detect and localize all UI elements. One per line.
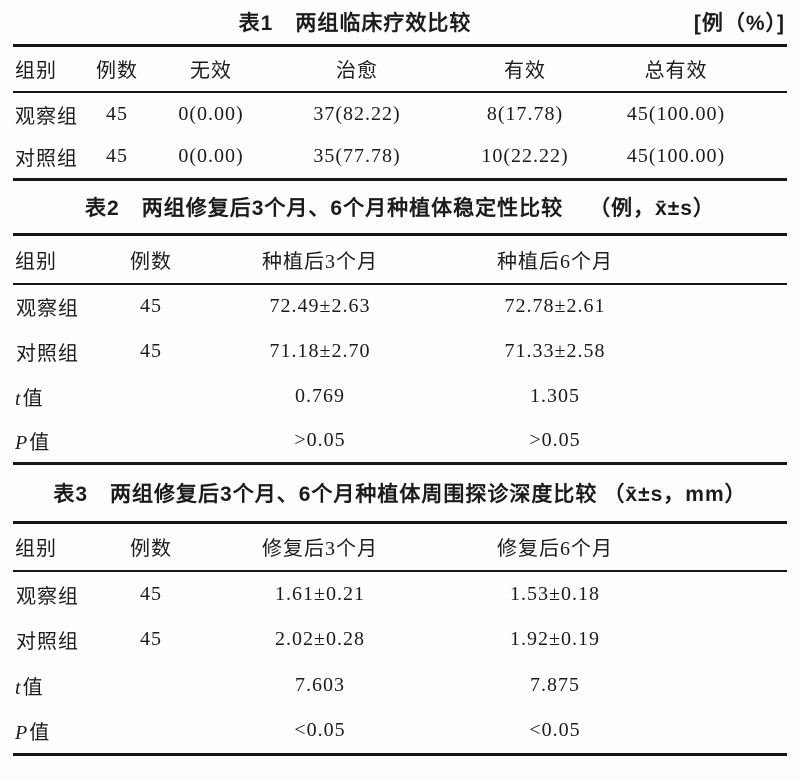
stat-symbol: P [15,431,29,454]
group-cell: 观察组 [13,571,123,617]
value-cell: 1.305 [530,384,580,407]
value-cell: 35(77.78) [313,145,401,168]
table-row: 观察组 45 72.49±2.63 72.78±2.61 [13,284,787,329]
value-cell: 45 [106,145,128,168]
table2-title: 表2 两组修复后3个月、6个月种植体稳定性比较 [85,197,564,220]
column-header: 组别 [13,522,123,572]
group-cell: t值 [13,374,123,419]
table3-section: 表3 两组修复后3个月、6个月种植体周围探诊深度比较 （x̄±s，mm） 组别 … [13,465,787,756]
column-header: 修复后6个月 [463,522,787,572]
row-label: 观察组 [16,585,79,608]
value-cell [123,663,193,709]
value-cell: 72.78±2.61 [504,295,606,317]
group-cell: 对照组 [15,148,78,171]
value-cell: >0.05 [529,428,581,451]
table1-header-row: 组别 例数 无效 治愈 有效 总有效 [13,45,787,93]
value-cell: 0(0.00) [178,102,244,125]
value-cell: <0.05 [529,719,581,742]
value-cell: 45 [106,102,128,125]
row-label: 值 [29,722,51,745]
row-label: 对照组 [16,631,79,653]
group-cell: t值 [13,663,123,709]
table3-header-row: 组别 例数 修复后3个月 修复后6个月 [13,522,787,572]
row-label: 对照组 [16,342,79,365]
table-row: 观察组 45 1.61±0.21 1.53±0.18 [13,571,787,617]
value-cell: 8(17.78) [486,102,564,125]
value-cell: 7.603 [295,674,345,696]
column-header: 有效 [455,45,620,93]
table-row: 对照组 45 2.02±0.28 1.92±0.19 [13,617,787,663]
value-cell: 1.92±0.19 [510,628,600,650]
value-cell: 2.02±0.28 [275,628,365,650]
column-header: 例数 [123,522,193,572]
column-header: 例数 [123,234,193,285]
stat-symbol: P [15,722,29,745]
value-cell: 45 [140,339,162,362]
column-header: 种植后3个月 [193,234,463,285]
group-cell: 观察组 [15,105,78,128]
value-cell: 72.49±2.63 [269,295,371,317]
value-cell: 45(100.00) [626,145,726,168]
table3: 组别 例数 修复后3个月 修复后6个月 观察组 45 1.61±0.21 1.5… [13,521,787,756]
value-cell [123,374,193,419]
value-cell: 71.33±2.58 [504,339,606,362]
column-header: 例数 [85,45,155,93]
table2-unit-label: （例，x̄±s） [589,197,715,220]
value-cell [123,709,193,755]
table2-section: 表2 两组修复后3个月、6个月种植体稳定性比较 （例，x̄±s） 组别 例数 种… [13,181,787,465]
value-cell: 0(0.00) [178,145,244,168]
table1: 组别 例数 无效 治愈 有效 总有效 观察组 45 0(0.00) 37(82.… [13,44,787,181]
row-label: 观察组 [16,298,79,320]
table-row: 对照组 45 0(0.00) 35(77.78) 10(22.22) 45(10… [13,136,787,180]
table-row: 观察组 45 0(0.00) 37(82.22) 8(17.78) 45(100… [13,92,787,136]
row-label: 值 [22,677,44,699]
table1-section: 表1 两组临床疗效比较 [例（%）] 组别 例数 无效 治愈 有效 总有效 [13,0,787,181]
table2-header-row: 组别 例数 种植后3个月 种植后6个月 [13,234,787,285]
value-cell: >0.05 [294,428,346,451]
value-cell: 45 [140,295,162,317]
group-cell: 对照组 [13,329,123,374]
column-header: 修复后3个月 [193,522,463,572]
table-row: P值 >0.05 >0.05 [13,419,787,464]
value-cell: <0.05 [294,719,346,742]
stat-symbol: t [15,677,22,699]
table-row: 对照组 45 71.18±2.70 71.33±2.58 [13,329,787,374]
column-header: 无效 [155,45,275,93]
table3-caption: 表3 两组修复后3个月、6个月种植体周围探诊深度比较 （x̄±s，mm） [13,465,787,521]
table2: 组别 例数 种植后3个月 种植后6个月 观察组 45 72.49±2.63 72… [13,233,787,465]
value-cell: 1.53±0.18 [510,582,600,605]
table1-title: 表1 两组临床疗效比较 [238,12,472,35]
group-cell: P值 [13,709,123,755]
stat-symbol: t [15,387,22,410]
column-header: 组别 [13,234,123,285]
column-header: 治愈 [275,45,455,93]
value-cell: 71.18±2.70 [269,339,371,362]
column-header: 种植后6个月 [463,234,787,285]
value-cell: 37(82.22) [313,102,401,125]
group-cell: 对照组 [13,617,123,663]
table1-unit-label: [例（%）] [693,12,785,35]
value-cell [123,419,193,464]
table-row: t值 7.603 7.875 [13,663,787,709]
column-header: 组别 [13,45,85,93]
value-cell: 45 [140,628,162,650]
value-cell: 1.61±0.21 [275,582,365,605]
value-cell: 7.875 [530,674,580,696]
group-cell: 观察组 [13,284,123,329]
row-label: 值 [22,387,44,410]
value-cell: 45 [140,582,162,605]
table-row: P值 <0.05 <0.05 [13,709,787,755]
table-row: t值 0.769 1.305 [13,374,787,419]
row-label: 值 [29,431,51,454]
group-cell: P值 [13,419,123,464]
table3-unit-label: （x̄±s，mm） [603,483,747,506]
table1-caption: 表1 两组临床疗效比较 [例（%）] [13,0,787,44]
table3-title: 表3 两组修复后3个月、6个月种植体周围探诊深度比较 [53,483,598,506]
column-header: 总有效 [620,45,787,93]
value-cell: 45(100.00) [626,102,726,125]
value-cell: 0.769 [295,384,345,407]
table2-caption: 表2 两组修复后3个月、6个月种植体稳定性比较 （例，x̄±s） [13,181,787,233]
value-cell: 10(22.22) [481,145,569,168]
